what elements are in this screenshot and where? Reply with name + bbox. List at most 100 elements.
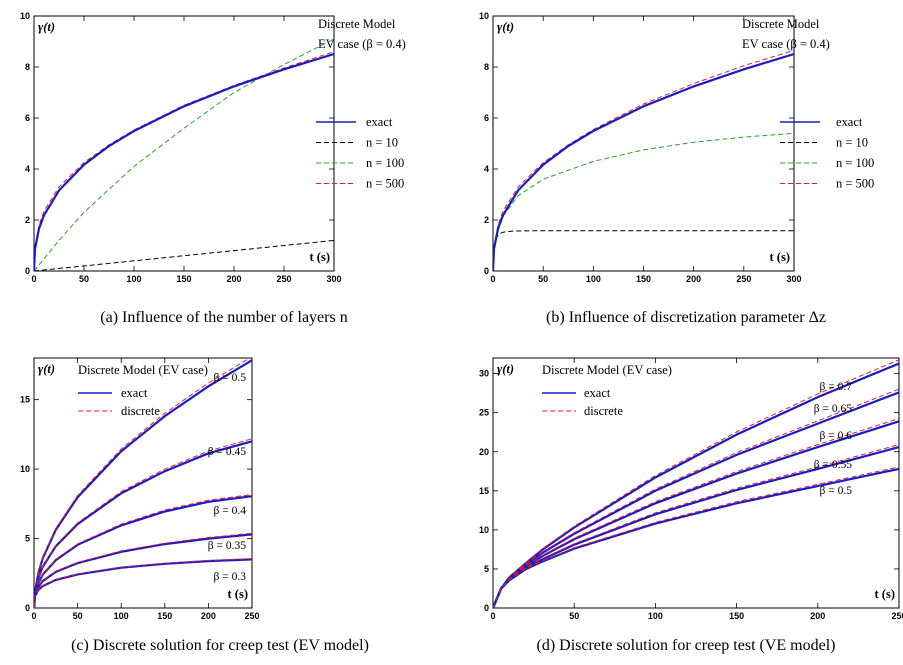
y-tick-label: 15 bbox=[479, 486, 489, 496]
x-tick-label: 100 bbox=[114, 611, 129, 621]
chart-annotation: EV case (β = 0.4) bbox=[742, 37, 830, 51]
chart-annotation: EV case (β = 0.4) bbox=[318, 37, 406, 51]
x-tick-label: 0 bbox=[31, 274, 36, 284]
legend-label: n = 500 bbox=[836, 177, 874, 191]
series-line-exact-beta-0.6 bbox=[493, 420, 899, 608]
x-tick-label: 50 bbox=[79, 274, 89, 284]
curve-label: β = 0.6 bbox=[820, 430, 853, 442]
x-tick-label: 0 bbox=[31, 611, 36, 621]
x-tick-label: 250 bbox=[736, 274, 751, 284]
y-tick-label: 8 bbox=[25, 62, 30, 72]
series-line-n500 bbox=[493, 49, 794, 271]
x-tick-label: 150 bbox=[176, 274, 191, 284]
curve-label: β = 0.4 bbox=[214, 505, 247, 517]
y-tick-label: 0 bbox=[25, 603, 30, 613]
plot-frame bbox=[33, 357, 253, 609]
chart-annotation: Discrete Model (EV case) bbox=[542, 363, 672, 377]
x-tick-label: 300 bbox=[786, 274, 801, 284]
legend-label: exact bbox=[584, 386, 611, 400]
series-line-n100 bbox=[493, 132, 794, 271]
x-tick-label: 50 bbox=[538, 274, 548, 284]
x-axis-label: t (s) bbox=[228, 587, 248, 601]
panel-caption: (a) Influence of the number of layers n bbox=[100, 309, 347, 326]
legend-label: exact bbox=[836, 115, 863, 129]
x-tick-label: 100 bbox=[586, 274, 601, 284]
x-tick-label: 50 bbox=[73, 611, 83, 621]
y-axis-label: γ(t) bbox=[497, 362, 514, 376]
curve-label: β = 0.5 bbox=[820, 485, 853, 497]
series-line-exact-beta-0.65 bbox=[493, 391, 899, 608]
series-line-exact bbox=[34, 52, 334, 271]
x-tick-label: 150 bbox=[636, 274, 651, 284]
curve-label: β = 0.65 bbox=[814, 403, 852, 415]
legend-label: n = 100 bbox=[836, 156, 874, 170]
panel-caption: (c) Discrete solution for creep test (EV… bbox=[71, 637, 369, 654]
y-tick-label: 2 bbox=[484, 215, 489, 225]
x-tick-label: 250 bbox=[276, 274, 291, 284]
y-tick-label: 0 bbox=[25, 266, 30, 276]
y-tick-label: 8 bbox=[484, 62, 489, 72]
y-tick-label: 10 bbox=[20, 464, 30, 474]
y-axis-label: γ(t) bbox=[497, 20, 514, 34]
y-tick-label: 2 bbox=[25, 215, 30, 225]
y-tick-label: 4 bbox=[25, 164, 30, 174]
plot-frame bbox=[33, 15, 335, 272]
series-line-n100 bbox=[34, 38, 334, 271]
x-tick-label: 250 bbox=[244, 611, 259, 621]
series-line-n500 bbox=[34, 51, 334, 271]
x-axis-label: t (s) bbox=[875, 587, 895, 601]
x-tick-label: 0 bbox=[490, 611, 495, 621]
panel-a: 0 50 100 150 200 250 300 0 2 4 6 8 10 γ(t) t (s) Discre… bbox=[20, 11, 406, 326]
legend-label: n = 10 bbox=[836, 136, 868, 150]
series-line-discrete-beta-0.3 bbox=[34, 558, 252, 608]
curve-label: β = 0.55 bbox=[814, 459, 852, 471]
panel-b: 0 50 100 150 200 250 300 0 2 4 6 8 10 γ(t) t (s) Discre… bbox=[479, 11, 874, 326]
chart-annotation: Discrete Model bbox=[742, 17, 820, 31]
plot-frame bbox=[492, 15, 795, 272]
x-axis-label: t (s) bbox=[770, 250, 790, 264]
x-tick-label: 200 bbox=[810, 611, 825, 621]
y-tick-label: 20 bbox=[479, 447, 489, 457]
series-line-discrete-beta-0.7 bbox=[493, 359, 899, 608]
panel-d: 0 50 100 150 200 250 0 5 10 15 20 25 30 γ(t) t (s) Disc… bbox=[479, 357, 903, 654]
y-tick-label: 5 bbox=[484, 564, 489, 574]
y-tick-label: 15 bbox=[20, 395, 30, 405]
y-axis-label: γ(t) bbox=[38, 362, 55, 376]
curve-label: β = 0.3 bbox=[214, 571, 247, 583]
panel-caption: (b) Influence of discretization paramete… bbox=[546, 309, 826, 326]
panel-caption: (d) Discrete solution for creep test (VE… bbox=[536, 637, 835, 654]
plot-frame bbox=[492, 357, 900, 609]
series-line-n10 bbox=[34, 239, 334, 271]
panel-c: 0 50 100 150 200 250 0 5 10 15 γ(t) t (s) Discrete M… bbox=[20, 357, 369, 654]
y-tick-label: 5 bbox=[25, 534, 30, 544]
y-tick-label: 25 bbox=[479, 408, 489, 418]
x-tick-label: 250 bbox=[891, 611, 903, 621]
legend-label: exact bbox=[366, 115, 393, 129]
series-line-discrete-beta-0.65 bbox=[493, 388, 899, 608]
x-tick-label: 300 bbox=[326, 274, 341, 284]
x-tick-label: 200 bbox=[686, 274, 701, 284]
y-tick-label: 4 bbox=[484, 164, 489, 174]
legend-label: n = 500 bbox=[366, 177, 404, 191]
curve-label: β = 0.35 bbox=[208, 540, 246, 552]
curve-label: β = 0.7 bbox=[820, 381, 853, 393]
legend-label: exact bbox=[121, 386, 148, 400]
y-tick-label: 0 bbox=[484, 266, 489, 276]
y-tick-label: 30 bbox=[479, 369, 489, 379]
x-tick-label: 0 bbox=[490, 274, 495, 284]
x-tick-label: 150 bbox=[157, 611, 172, 621]
legend-label: discrete bbox=[584, 404, 623, 418]
x-tick-label: 100 bbox=[126, 274, 141, 284]
series-line-n10 bbox=[493, 230, 794, 271]
y-tick-label: 10 bbox=[479, 525, 489, 535]
y-tick-label: 10 bbox=[20, 11, 30, 21]
series-line-discrete-beta-0.45 bbox=[34, 438, 252, 608]
y-tick-label: 0 bbox=[484, 603, 489, 613]
chart-annotation: Discrete Model (EV case) bbox=[78, 363, 208, 377]
y-tick-label: 10 bbox=[479, 11, 489, 21]
y-tick-label: 6 bbox=[25, 113, 30, 123]
x-tick-label: 50 bbox=[569, 611, 579, 621]
curve-label: β = 0.45 bbox=[208, 446, 246, 458]
legend-label: n = 100 bbox=[366, 156, 404, 170]
